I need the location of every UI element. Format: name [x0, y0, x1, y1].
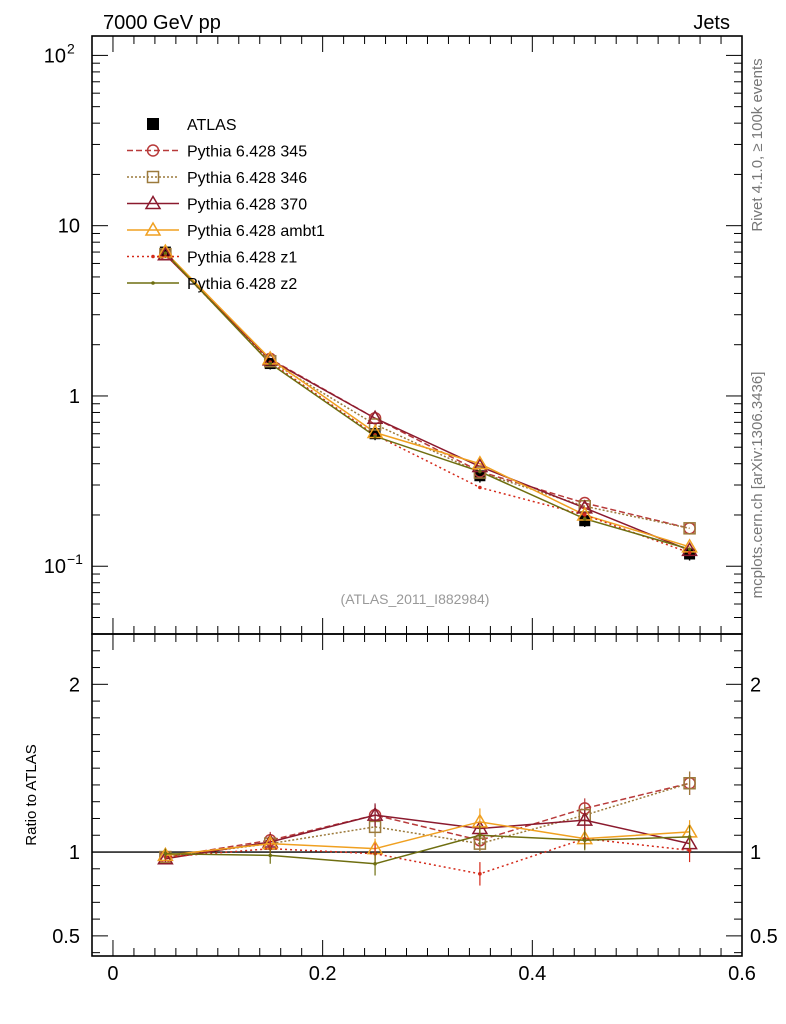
main-series-marker	[582, 513, 587, 517]
main-series-marker	[471, 455, 489, 470]
analysis-tag: (ATLAS_2011_I882984)	[341, 591, 490, 607]
ratio-series-line	[165, 837, 690, 875]
ratio-series-line	[165, 834, 690, 865]
mcplots-label: mcplots.cern.ch [arXiv:1306.3436]	[749, 372, 766, 599]
header-right: Jets	[693, 12, 730, 34]
legend-marker	[146, 170, 160, 184]
main-y-tick-label: 1	[69, 386, 80, 408]
ratio-y-tick-label-right: 1	[750, 842, 761, 864]
main-series-marker	[681, 541, 698, 557]
x-tick-label: 0.4	[518, 963, 546, 985]
legend-label: ATLAS	[187, 117, 237, 134]
legend-marker	[144, 195, 162, 210]
ratio-plot-series	[157, 771, 698, 886]
ratio-y-tick-label-right: 2	[750, 674, 761, 696]
main-series-marker	[163, 251, 168, 255]
ratio-series-line	[165, 821, 690, 857]
ratio-series-marker	[157, 850, 174, 865]
ratio-y-axis-label: Ratio to ATLAS	[23, 744, 40, 845]
ratio-series-marker	[163, 851, 168, 856]
legend-label: Pythia 6.428 346	[187, 170, 307, 187]
ratio-panel-frame	[91, 633, 743, 957]
main-series-line	[164, 253, 690, 530]
main-y-tick-label: 10	[58, 216, 80, 238]
main-series-marker	[157, 243, 174, 258]
main-series-marker	[366, 409, 384, 424]
ratio-series-marker	[268, 853, 273, 858]
main-y-tick-label: 10	[44, 45, 66, 67]
main-series-marker	[687, 550, 692, 555]
main-series-marker	[687, 547, 692, 551]
legend-label: Pythia 6.428 ambt1	[187, 223, 325, 240]
main-series-marker	[683, 522, 696, 535]
ratio-y-tick-label: 2	[69, 674, 80, 696]
ratio-series-marker	[373, 861, 377, 866]
main-series-marker	[268, 361, 273, 366]
main-y-tick-exponent: 2	[67, 40, 75, 56]
legend-marker	[144, 221, 162, 236]
rivet-version-label: Rivet 4.1.0, ≥ 100k events	[749, 58, 766, 231]
main-series-marker	[368, 418, 382, 431]
legend-label: Pythia 6.428 z1	[187, 250, 297, 267]
legend-label: Pythia 6.428 370	[187, 197, 307, 214]
main-series-marker	[478, 469, 482, 474]
ratio-y-axis: 0.5 0.5 1 1 2 2	[52, 633, 778, 954]
main-series-line	[164, 251, 690, 548]
legend-marker	[151, 281, 155, 285]
ratio-series-marker	[687, 835, 692, 839]
main-y-tick-label: 10	[44, 556, 66, 578]
legend: ATLAS Pythia 6.428 345 Pythia 6.428 346 Pyt…	[127, 117, 325, 293]
header-left: 7000 GeV pp	[103, 12, 221, 34]
main-series-line	[164, 254, 690, 552]
main-series-line	[164, 252, 690, 550]
ratio-series-marker	[683, 777, 696, 790]
ratio-series-marker	[687, 848, 692, 853]
ratio-series-marker	[478, 872, 482, 876]
data-point	[474, 470, 486, 482]
main-series-marker	[582, 516, 587, 521]
main-series-marker	[157, 246, 174, 261]
x-tick-label: 0.2	[309, 963, 337, 985]
ratio-series-marker	[478, 833, 482, 838]
x-axis: 0 0.2 0.4 0.6	[107, 36, 756, 985]
ratio-y-tick-label: 0.5	[52, 926, 80, 948]
ratio-series-marker	[582, 838, 587, 843]
main-series-line	[164, 253, 690, 530]
main-series-line	[164, 253, 690, 554]
legend-marker	[146, 144, 160, 157]
legend-label: Pythia 6.428 345	[187, 144, 307, 161]
x-tick-label: 0	[107, 963, 118, 985]
ratio-y-tick-label-right: 0.5	[750, 926, 778, 948]
legend-data-marker	[147, 118, 159, 130]
main-series-marker	[373, 434, 377, 439]
data-point	[579, 515, 591, 527]
ratio-series-marker	[576, 811, 594, 826]
x-tick-label: 0.6	[728, 963, 756, 985]
ratio-series-marker	[366, 806, 384, 821]
main-series-marker	[478, 485, 482, 490]
main-series-marker	[576, 499, 594, 514]
main-y-tick-exponent: −1	[67, 551, 83, 567]
legend-marker	[151, 254, 155, 259]
main-plot-series	[157, 243, 698, 561]
legend-label: Pythia 6.428 z2	[187, 276, 297, 293]
main-series-marker	[473, 466, 487, 479]
ratio-series-line	[165, 814, 690, 860]
ratio-y-tick-label: 1	[69, 842, 80, 864]
